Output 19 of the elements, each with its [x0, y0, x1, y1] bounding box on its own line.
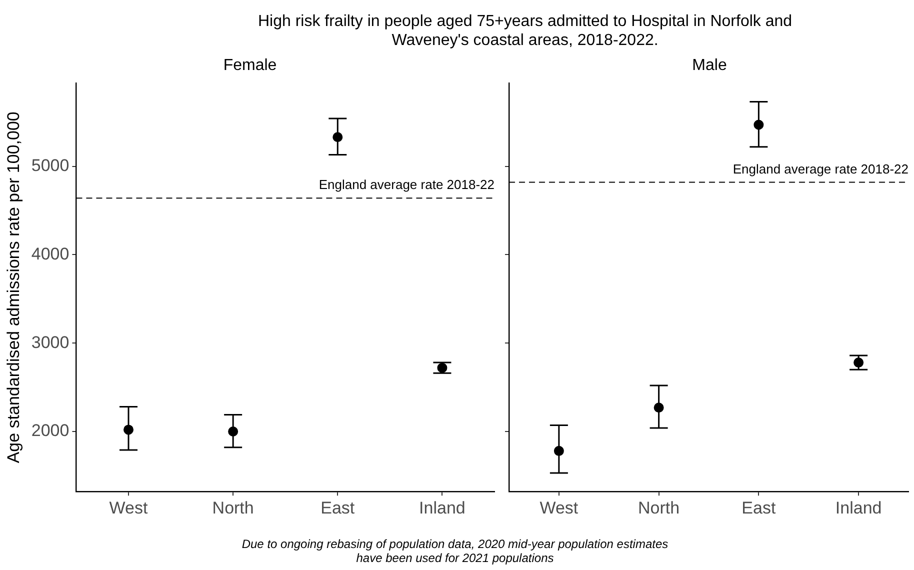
y-tick-label: 5000: [31, 156, 70, 175]
y-tick-label: 2000: [31, 421, 70, 440]
x-tick-label: West: [540, 498, 578, 518]
x-tick-label: North: [638, 498, 680, 518]
y-tick-label: 3000: [31, 332, 70, 352]
x-tick-label: North: [212, 498, 254, 518]
ref-line-label: England average rate 2018-22: [732, 161, 908, 176]
y-tick-label: 4000: [31, 244, 70, 264]
text: Due to ongoing rebasing of population data, 2020 mid-year population estimates have been used for 2021 populations: [240, 537, 670, 565]
chart-subtitle: Female: [223, 57, 277, 74]
chart-subtitle: Male: [692, 57, 727, 74]
chart-title: High risk frailty in people aged 75+years admitted to Hospital in Norfolk and Waveney's coastal areas, 2018-2022.: [256, 12, 794, 50]
ref-line-label: England average rate 2018-22: [318, 177, 494, 192]
x-tick-label: Inland: [835, 498, 882, 518]
x-tick-label: Inland: [419, 498, 466, 518]
x-tick-label: West: [109, 498, 148, 518]
x-tick-label: East: [742, 498, 776, 518]
x-tick-label: East: [320, 498, 355, 518]
y-axis-title: Age standardised admissions rate per 100,000: [4, 112, 23, 464]
